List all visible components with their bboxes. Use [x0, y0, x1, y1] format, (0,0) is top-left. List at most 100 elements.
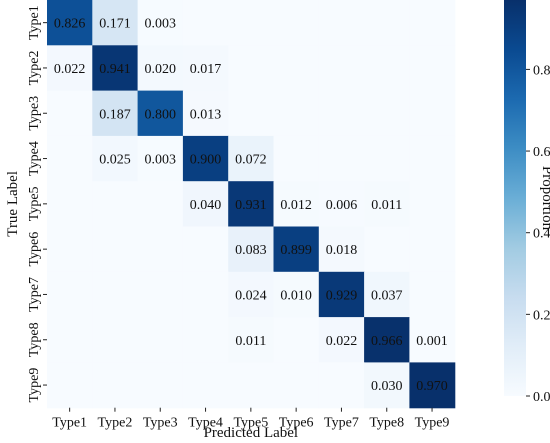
cell-value-label: 0.900: [190, 153, 222, 168]
cell-value-label: 0.800: [145, 107, 177, 122]
cell-value-label: 0.022: [326, 334, 358, 349]
x-axis-ticks: Type1 Type2 Type3 Type4 Type5 Type6 Type7 Type8…: [52, 407, 449, 431]
y-tick-label: Type3: [27, 96, 42, 131]
cell-value-label: 0.899: [280, 243, 312, 258]
heatmap-cell: [228, 0, 275, 46]
heatmap-cell: [409, 45, 456, 92]
y-tick-label: Type6: [27, 232, 42, 267]
heatmap-cell: [47, 181, 93, 228]
heatmap-cell: [137, 90, 184, 137]
cell-value-label: 0.012: [280, 198, 312, 213]
heatmap-cell: [47, 0, 93, 46]
heatmap-cell: [318, 271, 365, 318]
colorbar-tick-label: 0.4: [533, 227, 550, 242]
heatmap-cell: [273, 45, 320, 92]
heatmap-cell: [182, 271, 229, 318]
cell-value-label: 0.037: [371, 288, 403, 303]
heatmap-cell: [318, 135, 365, 182]
heatmap-cell: [228, 181, 275, 228]
heatmap-cell: [228, 90, 275, 137]
heatmap-cell: [273, 90, 320, 137]
heatmap-cell: [137, 181, 184, 228]
heatmap-cell: [273, 362, 320, 409]
cell-value-label: 0.020: [145, 62, 177, 77]
colorbar-tick-label: 0.0: [533, 390, 550, 405]
x-tick-label: Type3: [143, 416, 178, 431]
heatmap-cell: [318, 0, 365, 46]
heatmap-cell: [364, 0, 410, 46]
heatmap-cell: [273, 271, 320, 318]
cell-value-label: 0.011: [371, 198, 402, 213]
heatmap-cell: [47, 317, 93, 363]
cell-value-label: 0.187: [99, 107, 131, 122]
heatmap-cell: [409, 226, 456, 273]
heatmap-cell: [273, 0, 320, 46]
heatmap-cell: [409, 317, 456, 363]
heatmap-cell: [364, 226, 410, 273]
heatmap-cell: [47, 271, 93, 318]
heatmap-cell: [318, 181, 365, 228]
heatmap-cell: [137, 0, 184, 46]
heatmap-cell: [92, 226, 139, 273]
heatmap-cell: [182, 0, 229, 46]
cell-value-label: 0.966: [371, 334, 403, 349]
heatmap-value-labels: 0.826 0.171 0.003 0.022 0.941 0.020 0.017 0.187…: [54, 17, 448, 394]
y-tick-label: Type9: [27, 368, 42, 403]
cell-value-label: 0.083: [235, 243, 267, 258]
cell-value-label: 0.030: [371, 379, 403, 394]
colorbar-tick-label: 0.2: [533, 308, 550, 323]
heatmap-cell: [47, 45, 93, 92]
heatmap-cell: [273, 317, 320, 363]
x-axis-title: Predicted Label: [204, 425, 299, 441]
y-axis-ticks: Type1 Type2 Type3 Type4 Type5 Type6 Type7 Type8…: [27, 5, 47, 402]
heatmap-cell: [228, 317, 275, 363]
heatmap-cell: [409, 0, 456, 46]
heatmap-cells: [47, 0, 456, 409]
cell-value-label: 0.013: [190, 107, 222, 122]
cell-value-label: 0.017: [190, 62, 222, 77]
cell-value-label: 0.001: [416, 334, 448, 349]
heatmap-cell: [47, 135, 93, 182]
heatmap-cell: [364, 271, 410, 318]
heatmap-cell: [182, 362, 229, 409]
cell-value-label: 0.024: [235, 288, 267, 303]
cell-value-label: 0.018: [326, 243, 358, 258]
colorbar-tick-label: 0.8: [533, 63, 550, 78]
colorbar-title: Proportion: [539, 166, 550, 231]
heatmap-cell: [364, 135, 410, 182]
heatmap-cell: [47, 362, 93, 409]
heatmap-cell: [409, 181, 456, 228]
cell-value-label: 0.931: [235, 198, 267, 213]
heatmap-cell: [92, 362, 139, 409]
heatmap-cell: [92, 90, 139, 137]
cell-value-label: 0.826: [54, 17, 86, 32]
heatmap-cell: [409, 362, 456, 409]
cell-value-label: 0.022: [54, 62, 86, 77]
heatmap-cell: [409, 90, 456, 137]
heatmap-cell: [318, 45, 365, 92]
y-tick-label: Type7: [27, 277, 42, 312]
x-tick-label: Type6: [279, 416, 314, 431]
heatmap-cell: [364, 181, 410, 228]
heatmap-cell: [364, 45, 410, 92]
x-tick-label: Type5: [233, 416, 268, 431]
heatmap-cell: [318, 362, 365, 409]
y-tick-label: Type5: [27, 186, 42, 221]
heatmap-cell: [409, 135, 456, 182]
x-tick-label: Type1: [52, 416, 87, 431]
heatmap-cell: [137, 362, 184, 409]
heatmap-cell: [182, 181, 229, 228]
heatmap-cell: [182, 45, 229, 92]
cell-value-label: 0.171: [99, 17, 131, 32]
heatmap-cell: [47, 226, 93, 273]
y-tick-label: Type8: [27, 322, 42, 357]
colorbar-tick-label: 0.6: [533, 145, 550, 160]
cell-value-label: 0.941: [99, 62, 131, 77]
heatmap-cell: [47, 90, 93, 137]
x-tick-label: Type4: [188, 416, 223, 431]
heatmap-cell: [228, 271, 275, 318]
cell-value-label: 0.006: [326, 198, 358, 213]
cell-value-label: 0.011: [235, 334, 266, 349]
heatmap-cell: [318, 317, 365, 363]
cell-value-label: 0.003: [145, 17, 177, 32]
